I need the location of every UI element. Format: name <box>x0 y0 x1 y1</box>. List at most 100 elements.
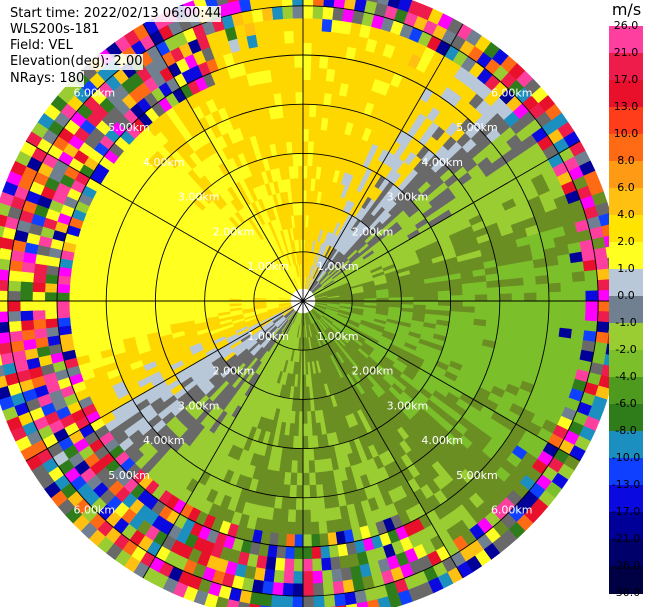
velocity-bin <box>0 279 9 291</box>
velocity-bin <box>292 0 304 7</box>
colorbar-tick-label: -17.0 <box>611 505 641 518</box>
velocity-bin <box>560 300 574 311</box>
velocity-bin <box>573 300 587 312</box>
colorbar-tick-label: -21.0 <box>611 532 641 545</box>
velocity-bin <box>294 54 304 68</box>
colorbar-tick-label: -8.0 <box>615 424 637 437</box>
velocity-bin <box>32 318 47 330</box>
velocity-bin <box>167 305 181 311</box>
velocity-bin <box>259 593 273 607</box>
velocity-bin <box>0 331 11 344</box>
colorbar-tick-label: -1.0 <box>615 316 637 329</box>
velocity-bin <box>253 20 266 35</box>
velocity-bin <box>21 329 36 341</box>
velocity-bin <box>302 485 311 499</box>
velocity-bin <box>279 508 289 523</box>
velocity-bin <box>20 271 35 283</box>
velocity-bin <box>8 269 22 282</box>
velocity-bin <box>511 293 525 302</box>
velocity-bin <box>279 79 289 94</box>
velocity-bin <box>425 291 439 297</box>
velocity-bin <box>8 320 22 333</box>
velocity-bin <box>307 423 313 437</box>
velocity-bin <box>302 165 308 179</box>
velocity-bin <box>302 460 310 474</box>
velocity-bin <box>523 284 537 294</box>
velocity-bin <box>437 300 451 307</box>
nrays-label: NRays: 180 <box>10 71 85 87</box>
velocity-bin <box>270 594 283 607</box>
velocity-bin <box>308 128 316 142</box>
velocity-bin <box>130 294 144 302</box>
velocity-bin <box>524 300 537 310</box>
velocity-bin <box>293 30 304 44</box>
velocity-bin <box>522 276 537 286</box>
velocity-bin <box>449 289 464 297</box>
velocity-bin <box>425 296 439 302</box>
velocity-bin <box>32 300 46 311</box>
velocity-bin <box>292 153 299 167</box>
velocity-bin <box>155 300 169 307</box>
instrument-label: WLS200s-181 <box>10 22 100 38</box>
velocity-bin <box>302 153 309 167</box>
velocity-bin <box>56 283 71 294</box>
velocity-bin <box>313 0 325 7</box>
range-ring-label: 6.00km <box>491 504 533 517</box>
velocity-bin <box>319 545 331 559</box>
velocity-bin <box>45 326 60 338</box>
range-ring-label: 4.00km <box>143 434 185 447</box>
velocity-bin <box>155 305 169 312</box>
velocity-bin <box>261 7 274 22</box>
velocity-bin <box>0 311 9 323</box>
velocity-bin <box>19 290 33 302</box>
velocity-bin <box>302 472 310 486</box>
velocity-bin <box>69 316 84 326</box>
velocity-bin <box>33 327 48 339</box>
velocity-bin <box>281 595 293 607</box>
velocity-bin <box>387 0 402 9</box>
velocity-bin <box>278 520 288 535</box>
velocity-bin <box>302 558 313 572</box>
velocity-bin <box>462 294 476 302</box>
velocity-bin <box>93 300 107 309</box>
velocity-bin <box>216 300 230 305</box>
range-ring-label: 4.00km <box>421 156 463 169</box>
colorbar-tick-label: 8.0 <box>617 154 635 167</box>
velocity-bin <box>321 569 333 584</box>
velocity-bin <box>118 312 132 321</box>
velocity-bin <box>287 509 296 523</box>
velocity-bin <box>284 546 295 560</box>
velocity-bin <box>317 508 327 523</box>
velocity-bin <box>328 544 340 559</box>
velocity-bin <box>297 435 304 449</box>
velocity-bin <box>302 399 308 412</box>
velocity-bin <box>0 290 9 302</box>
colorbar-tick-label: 10.0 <box>613 127 639 140</box>
velocity-bin <box>569 251 584 264</box>
velocity-bin <box>294 534 304 548</box>
velocity-bin <box>20 310 34 321</box>
velocity-bin <box>142 305 157 313</box>
velocity-bin <box>310 54 321 69</box>
velocity-bin <box>388 297 402 302</box>
velocity-bin <box>302 595 314 607</box>
velocity-bin <box>596 268 611 281</box>
velocity-bin <box>130 306 144 314</box>
velocity-bin <box>312 570 323 584</box>
velocity-bin <box>320 557 332 572</box>
velocity-bin <box>302 497 311 511</box>
velocity-bin <box>283 18 294 32</box>
velocity-bin <box>32 281 46 293</box>
velocity-bin <box>292 17 304 31</box>
velocity-bin <box>284 128 293 143</box>
velocity-bin <box>0 341 13 355</box>
velocity-bin <box>296 116 304 130</box>
velocity-bin <box>582 259 597 272</box>
colorbar-tick-label: 17.0 <box>613 73 639 86</box>
velocity-bin <box>311 558 323 572</box>
velocity-bin <box>437 295 451 302</box>
velocity-bin <box>499 293 513 302</box>
start-time-label: Start time: 2022/02/13 06:00:44 <box>10 6 222 22</box>
velocity-bin <box>309 484 317 498</box>
velocity-bin <box>510 277 525 287</box>
